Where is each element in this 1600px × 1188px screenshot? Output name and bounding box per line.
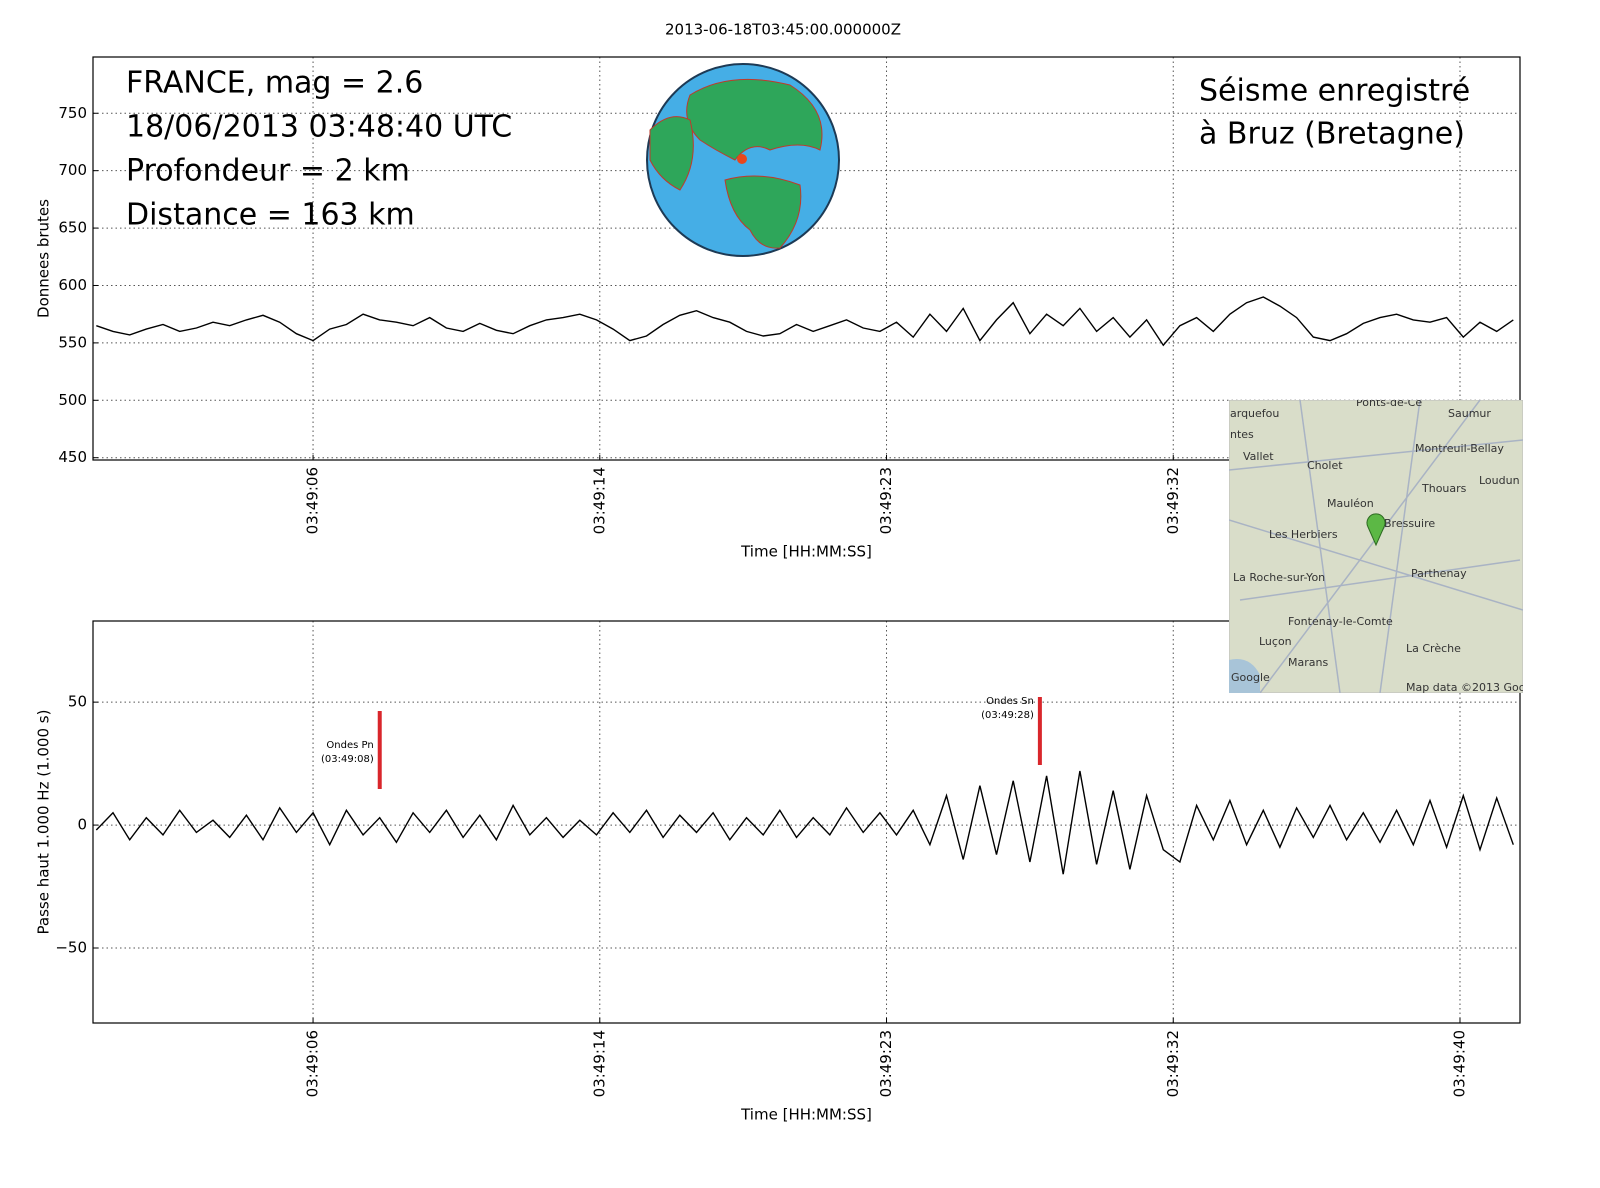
map-label: Luçon [1259,635,1292,648]
map-label: Loudun [1479,474,1520,487]
y-axis-label: Passe haut 1.000 Hz (1.000 s) [35,710,53,935]
annotation: Profondeur = 2 km [126,154,410,189]
x-axis-label: Time [HH:MM:SS] [740,1106,872,1124]
pick-label: (03:49:08) [321,754,374,765]
annotation: Distance = 163 km [126,198,415,233]
map-label: Les Herbiers [1269,528,1338,541]
inset-map: Ponts-de-Ce Saumur arquefou ntes Vallet Chole… [1229,396,1542,694]
map-label: Saumur [1448,407,1491,420]
y-tick-label: 650 [58,219,87,237]
map-road [1379,400,1421,693]
map-label: Google [1231,671,1270,684]
annotation: Séisme enregistré [1199,74,1470,109]
map-road [1259,400,1481,693]
map-label: arquefou [1230,407,1279,420]
annotation: 18/06/2013 03:48:40 UTC [126,110,512,145]
map-label: La Roche-sur-Yon [1233,571,1325,584]
plot-frame [92,56,1521,461]
map-road [1229,519,1523,611]
globe [646,63,840,257]
x-tick-label: 03:49:40 [1450,1030,1468,1097]
plot-frame [92,620,1521,1024]
y-tick-label: −50 [55,939,87,957]
x-axis-label: Time [HH:MM:SS] [740,543,872,561]
x-tick-label: 03:49:23 [877,1030,895,1097]
map-background [1229,400,1523,693]
map-label: La Crèche [1406,642,1461,655]
x-tick-label: 03:49:32 [1164,1030,1182,1097]
map-label: Bressuire [1384,517,1435,530]
map-label: Parthenay [1411,567,1467,580]
globe-land [649,116,694,191]
figure-title: 2013-06-18T03:45:00.000000Z [665,21,901,39]
map-label: Map data ©2013 Google [1406,681,1542,694]
x-tick-label: 03:49:06 [304,1030,322,1097]
x-tick-label: 03:49:32 [1164,467,1182,534]
map-label: Marans [1288,656,1328,669]
globe-land [724,175,802,249]
globe-land [686,78,823,161]
y-axis-label: Donnees brutes [35,199,53,318]
map-label: Thouars [1421,482,1467,495]
map-road [1229,439,1523,471]
x-tick-label: 03:49:06 [304,467,322,534]
y-tick-label: 450 [58,448,87,466]
pick-label: (03:49:28) [981,710,1034,721]
map-road [1299,400,1341,693]
y-tick-label: 550 [58,333,87,351]
map-label: ntes [1230,428,1254,441]
x-tick-label: 03:49:14 [590,1030,608,1097]
map-label: Fontenay-le-Comte [1288,615,1393,628]
waveform [96,296,1514,347]
pick-label: Ondes Pn [326,740,373,751]
pick-label: Ondes Sn [986,696,1034,707]
map-label: Ponts-de-Ce [1356,396,1422,409]
y-tick-label: 750 [58,104,87,122]
y-tick-label: 500 [58,391,87,409]
map-marker [1366,513,1386,547]
map-road [1239,559,1521,601]
map-label: Vallet [1243,450,1274,463]
x-tick-label: 03:49:23 [877,467,895,534]
annotation: FRANCE, mag = 2.6 [126,66,423,101]
map-sea [1229,659,1260,693]
y-tick-label: 600 [58,276,87,294]
waveform [95,770,1514,875]
x-tick-label: 03:49:14 [590,467,608,534]
y-tick-label: 700 [58,161,87,179]
map-label: Mauléon [1327,497,1374,510]
y-tick-label: 0 [77,816,87,834]
map-label: Cholet [1307,459,1343,472]
annotation: à Bruz (Bretagne) [1199,117,1465,152]
epicenter [737,154,747,164]
y-tick-label: 50 [68,693,87,711]
map-label: Montreuil-Bellay [1415,442,1504,455]
